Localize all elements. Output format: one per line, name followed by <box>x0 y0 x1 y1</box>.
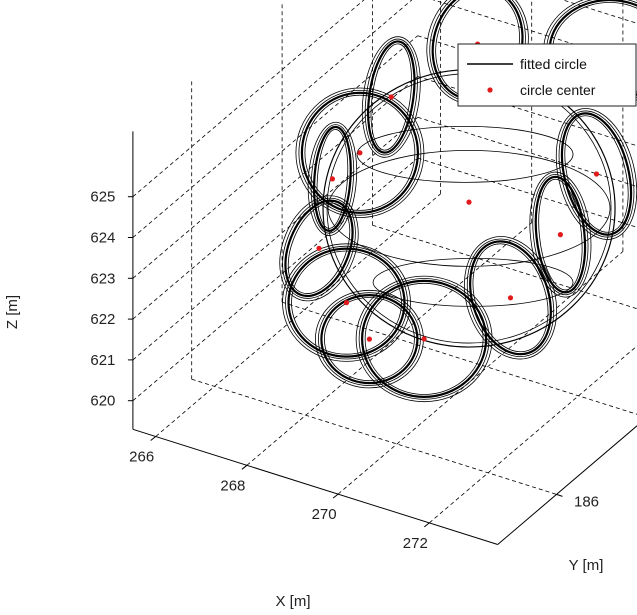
axes <box>127 131 637 545</box>
z-axis-label: Z [m] <box>4 295 21 329</box>
grid-line-sidewall-z <box>417 116 637 187</box>
fitted-circle <box>285 245 408 360</box>
fitted-circle <box>463 236 558 360</box>
y-tick-label: 186 <box>574 493 599 510</box>
grid-line-backwall-z <box>132 0 413 238</box>
grid-line-sidewall-z <box>561 0 637 24</box>
circle-centers <box>316 41 613 342</box>
fitted-circle <box>538 178 583 291</box>
legend-label-fitted-circle: fitted circle <box>520 56 587 72</box>
fitted-circle <box>310 124 355 234</box>
grid-line-floor-x <box>246 222 532 466</box>
fitted-circle <box>317 292 421 386</box>
circle-center-point <box>329 176 335 182</box>
fitted-circle <box>279 195 359 302</box>
fitted-circle <box>316 129 349 229</box>
circle-center-point <box>366 336 372 342</box>
y-axis-label: Y [m] <box>569 557 604 574</box>
z-tick-label: 621 <box>90 352 115 369</box>
grid-line-floor-y <box>281 301 637 415</box>
circle-center-point <box>316 245 322 251</box>
legend: fitted circle circle center <box>457 43 637 107</box>
z-tick-label: 623 <box>90 270 115 287</box>
y-axis-line <box>497 425 637 545</box>
grid-line-floor-x <box>155 193 441 437</box>
fitted-circle <box>300 91 419 214</box>
fitted-circle <box>358 278 490 400</box>
fitted-circle <box>361 279 488 398</box>
fitted-circle <box>323 297 415 382</box>
tick-labels: 266268270272186188190620621622623624625 <box>90 189 599 552</box>
grid-line-backwall-z <box>132 0 365 198</box>
z-tick-label: 620 <box>90 393 115 410</box>
fitted-circle <box>295 87 425 219</box>
sphere-equator <box>327 149 611 267</box>
fitted-circle <box>304 94 416 211</box>
fitted-circle <box>287 202 351 294</box>
z-tick-label: 625 <box>90 189 115 206</box>
circle-center-point <box>507 295 514 301</box>
fitted-circle <box>355 275 493 403</box>
sphere-upper-latitude <box>356 125 574 183</box>
grid-line-sidewall-z <box>417 157 637 228</box>
grid-line-backwall-z <box>132 76 418 320</box>
grid-line-floor-x <box>429 345 637 524</box>
fitted-circle <box>312 125 352 232</box>
x-tick-label: 270 <box>312 506 337 523</box>
grid-line-backwall-z <box>132 157 418 402</box>
x-tick-mark <box>423 522 430 528</box>
fitted-circle <box>320 294 419 385</box>
fitted-circle <box>307 121 358 236</box>
circle-center-point <box>357 150 363 156</box>
z-tick-label: 624 <box>90 230 115 247</box>
x-axis-line <box>132 428 498 545</box>
fitted-circle <box>284 199 354 298</box>
legend-dot-swatch <box>487 87 493 93</box>
fitted-circle <box>282 243 411 362</box>
x-tick-mark <box>241 464 248 470</box>
legend-box <box>457 43 637 107</box>
y-tick-mark <box>556 493 563 497</box>
fitted-circle <box>282 197 356 299</box>
x-axis-label: X [m] <box>275 593 310 610</box>
circle-center-point <box>593 171 600 177</box>
x-tick-mark <box>332 493 339 499</box>
grid-line-backwall-z <box>132 116 418 361</box>
circle-center-point <box>343 300 350 306</box>
legend-label-circle-center: circle center <box>520 82 596 98</box>
x-tick-label: 268 <box>220 477 245 494</box>
fitted-circle <box>534 175 587 294</box>
fitted-circle <box>529 171 592 298</box>
circle-center-point <box>421 336 427 342</box>
x-tick-label: 272 <box>403 535 428 552</box>
fitted-circle <box>532 174 589 296</box>
circle-center-point <box>466 199 472 205</box>
circle-center-point <box>388 94 394 100</box>
grid-line-floor-y <box>191 378 557 495</box>
x-tick-label: 266 <box>129 449 154 466</box>
fitted-circle <box>298 90 422 216</box>
x-tick-mark <box>150 436 157 441</box>
z-tick-label: 622 <box>90 311 115 328</box>
fitted-circle <box>364 282 484 395</box>
fitted-circle <box>555 108 637 240</box>
grid-line-floor-y <box>372 224 637 310</box>
circle-center-point <box>557 232 564 238</box>
fitted-circle <box>287 247 406 358</box>
grid-line-floor-x <box>337 251 624 495</box>
fitted-circle <box>466 238 555 358</box>
